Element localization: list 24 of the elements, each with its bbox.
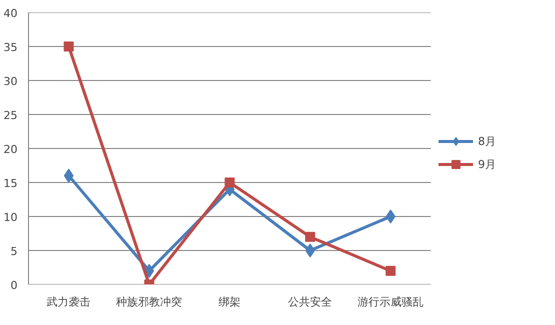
- point: [64, 168, 74, 183]
- point: [144, 264, 154, 278]
- y-tick-label: 30: [4, 75, 18, 88]
- point: [386, 266, 396, 276]
- x-tick-label: 武力袭击: [46, 296, 91, 308]
- point: [386, 210, 396, 224]
- x-tick-label: 种族邪教冲突: [116, 296, 182, 308]
- legend-label: 8月: [478, 134, 497, 148]
- y-tick-label: 35: [4, 41, 18, 54]
- point: [224, 178, 235, 188]
- x-tick-label: 绑架: [218, 296, 241, 308]
- y-tick-label: 40: [4, 7, 18, 20]
- y-tick-label: 20: [4, 143, 18, 156]
- point: [305, 232, 316, 242]
- x-tick-label: 游行示威骚乱: [358, 296, 424, 308]
- point: [64, 42, 74, 52]
- y-tick-label: 5: [10, 245, 18, 258]
- y-tick-label: 25: [4, 109, 18, 122]
- y-tick-label: 0: [10, 279, 18, 292]
- y-tick-label: 10: [4, 211, 18, 224]
- y-tick-label: 15: [4, 177, 18, 190]
- point: [305, 244, 315, 258]
- legend-label: 9月: [478, 156, 497, 172]
- x-tick-label: 公共安全: [288, 296, 332, 308]
